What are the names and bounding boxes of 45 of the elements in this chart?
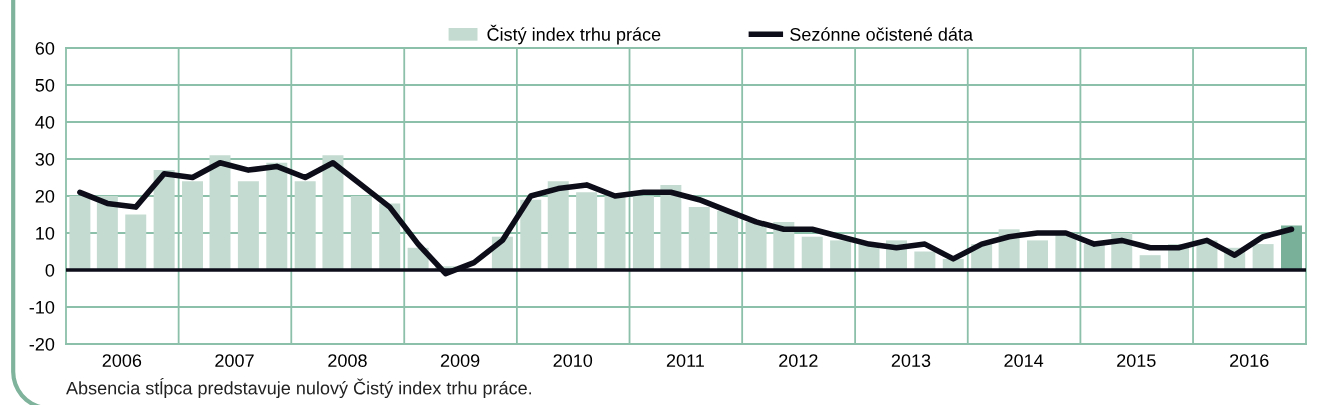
bar — [1027, 240, 1048, 270]
bar — [1252, 244, 1274, 270]
bar — [604, 196, 626, 270]
bar — [830, 240, 852, 270]
x-tick-label: 2015 — [1117, 354, 1156, 367]
bar — [294, 181, 316, 270]
bar — [688, 207, 710, 270]
x-tick-label: 2010 — [553, 354, 593, 367]
legend-label: Čistý index trhu práce — [487, 24, 661, 45]
bar — [153, 170, 175, 270]
bar — [717, 210, 739, 270]
x-tick-label: 2006 — [102, 354, 142, 367]
y-tick-label: 30 — [35, 152, 55, 166]
x-tick-label: 2012 — [779, 354, 818, 367]
bar — [237, 181, 259, 270]
y-tick-label: -10 — [29, 300, 55, 314]
y-tick-label: 40 — [35, 115, 55, 129]
bar — [801, 236, 823, 270]
x-tick-label: 2013 — [891, 354, 931, 367]
y-tick-label: 0 — [45, 263, 55, 277]
x-tick-label: 2009 — [440, 354, 480, 367]
x-tick-label: 2011 — [666, 354, 704, 367]
legend-label: Sezónne očistené dáta — [790, 27, 974, 41]
bar — [69, 196, 91, 270]
bar — [266, 162, 288, 270]
bar — [125, 214, 147, 270]
bar — [520, 199, 542, 270]
y-tick-label: 50 — [35, 78, 55, 92]
bar — [350, 196, 372, 270]
bar — [576, 192, 598, 270]
bar — [322, 155, 344, 270]
text: Absencia stĺpca predstavuje nulový Čistý index trhu práce. — [66, 377, 532, 399]
bar — [547, 181, 569, 270]
y-tick-label: 60 — [35, 41, 55, 55]
x-tick-label: 2014 — [1004, 354, 1044, 367]
bar — [632, 196, 654, 270]
x-tick-label: 2008 — [328, 354, 367, 367]
bar — [660, 184, 682, 270]
y-tick-label: 20 — [35, 189, 55, 203]
x-tick-label: 2016 — [1230, 354, 1269, 367]
bar — [182, 181, 204, 270]
y-tick-label: -20 — [29, 337, 55, 351]
y-tick-label: 10 — [36, 226, 55, 240]
bar — [96, 196, 118, 270]
x-tick-label: 2007 — [215, 354, 254, 367]
